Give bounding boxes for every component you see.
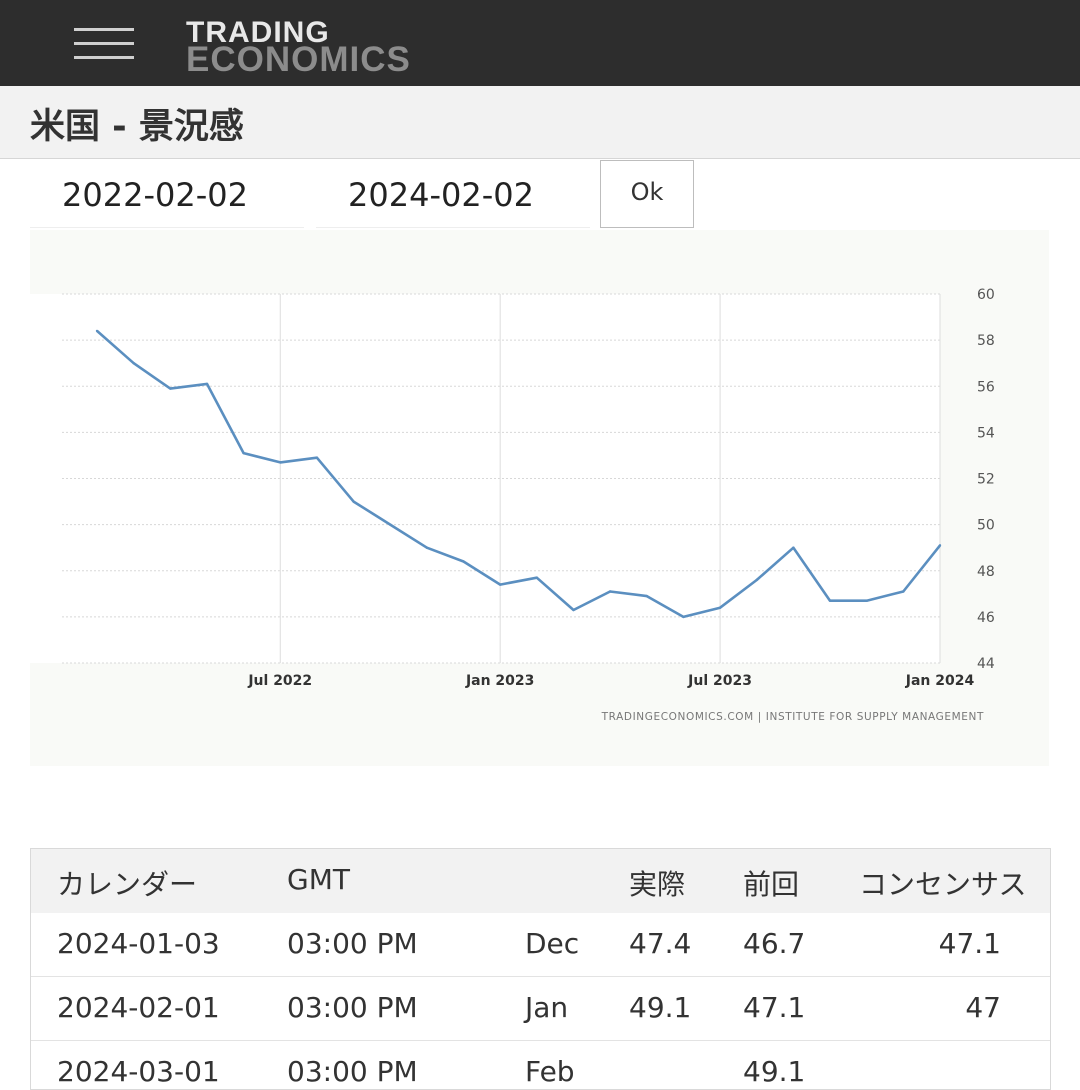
start-date-input[interactable] — [30, 162, 304, 228]
cell-date: 2024-03-01 — [57, 1055, 220, 1088]
data-point — [315, 456, 319, 459]
cell-time: 03:00 PM — [287, 991, 418, 1024]
header-gmt: GMT — [287, 863, 350, 896]
cell-time: 03:00 PM — [287, 1055, 418, 1088]
page-title: 米国 - 景況感 — [30, 107, 244, 147]
cell-consensus: 47 — [965, 991, 1001, 1024]
data-point — [352, 500, 355, 503]
y-tick-label: 56 — [977, 379, 995, 395]
cell-previous: 47.1 — [743, 991, 806, 1024]
x-tick-label: Jul 2022 — [247, 673, 312, 689]
data-point — [205, 382, 209, 386]
header-calendar: カレンダー — [57, 868, 198, 901]
data-point — [828, 599, 832, 602]
data-point — [645, 594, 648, 598]
x-tick-label: Jan 2023 — [465, 673, 534, 689]
y-tick-label: 48 — [977, 564, 995, 580]
chart-panel: 60 58 56 54 52 50 48 46 44 Jul 2022 Jan 2023 Jul 20… — [30, 230, 1049, 766]
x-tick-label: Jul 2023 — [687, 673, 752, 689]
logo-line-2: ECONOMICS — [186, 40, 411, 79]
y-tick-label: 50 — [977, 518, 995, 534]
data-point — [682, 615, 685, 619]
data-point — [242, 451, 245, 455]
data-point — [938, 544, 942, 547]
data-line — [96, 329, 942, 619]
cell-actual: 49.1 — [629, 991, 692, 1024]
table-header-row: カレンダー GMT 実際 前回 コンセンサス — [31, 849, 1050, 914]
data-point — [535, 576, 539, 579]
data-point — [425, 546, 429, 549]
site-logo[interactable]: TRADING ECONOMICS — [186, 16, 411, 79]
data-point — [169, 387, 172, 390]
data-point — [279, 461, 282, 464]
cell-ref: Feb — [525, 1055, 575, 1088]
data-point — [755, 578, 758, 582]
table-row[interactable]: 2024-02-01 03:00 PM Jan 49.1 47.1 47 — [31, 977, 1050, 1041]
cell-ref: Jan — [525, 991, 569, 1024]
cell-previous: 46.7 — [743, 927, 806, 960]
data-point — [95, 329, 99, 333]
y-tick-label: 54 — [977, 425, 995, 441]
cell-date: 2024-01-03 — [57, 927, 220, 960]
cell-actual: 47.4 — [629, 927, 692, 960]
logo-line-1: TRADING — [186, 16, 330, 49]
x-tick-label: Jan 2024 — [905, 673, 975, 689]
y-tick-label: 58 — [977, 333, 995, 349]
cell-date: 2024-02-01 — [57, 991, 220, 1024]
plot-area — [30, 294, 940, 663]
ok-button[interactable]: Ok — [600, 160, 694, 228]
calendar-table: カレンダー GMT 実際 前回 コンセンサス 2024-01-03 03:00 P… — [30, 848, 1051, 1090]
table-row[interactable]: 2024-01-03 03:00 PM Dec 47.4 46.7 47.1 — [31, 913, 1050, 977]
page-title-bar: 米国 - 景況感 — [0, 86, 1080, 159]
data-point — [389, 523, 392, 526]
cell-time: 03:00 PM — [287, 927, 418, 960]
header-actual: 実際 — [629, 868, 686, 901]
hamburger-menu-icon[interactable] — [74, 26, 136, 62]
ok-button-label: Ok — [630, 178, 664, 206]
top-navigation-bar: TRADING ECONOMICS — [0, 0, 1080, 86]
end-date-input[interactable] — [316, 162, 590, 228]
data-point — [718, 606, 722, 609]
data-point — [902, 590, 905, 593]
data-point — [608, 590, 612, 593]
data-point — [572, 608, 575, 612]
data-point — [462, 560, 465, 563]
cell-consensus: 47.1 — [938, 927, 1001, 960]
header-previous: 前回 — [743, 868, 800, 901]
line-chart: 60 58 56 54 52 50 48 46 44 Jul 2022 Jan 2023 Jul 20… — [30, 230, 1049, 766]
y-tick-label: 44 — [977, 656, 995, 672]
y-tick-label: 46 — [977, 610, 995, 626]
cell-previous: 49.1 — [743, 1055, 806, 1088]
chart-source-label: TRADINGECONOMICS.COM | INSTITUTE FOR SUP… — [601, 711, 984, 723]
data-point — [865, 599, 868, 602]
cell-ref: Dec — [525, 927, 580, 960]
data-point — [132, 361, 135, 365]
data-point — [498, 583, 502, 586]
data-point — [792, 546, 795, 549]
y-tick-label: 52 — [977, 472, 995, 488]
y-tick-label: 60 — [977, 287, 995, 303]
header-consensus: コンセンサス — [859, 868, 1027, 901]
table-row[interactable]: 2024-03-01 03:00 PM Feb 49.1 — [31, 1041, 1050, 1089]
